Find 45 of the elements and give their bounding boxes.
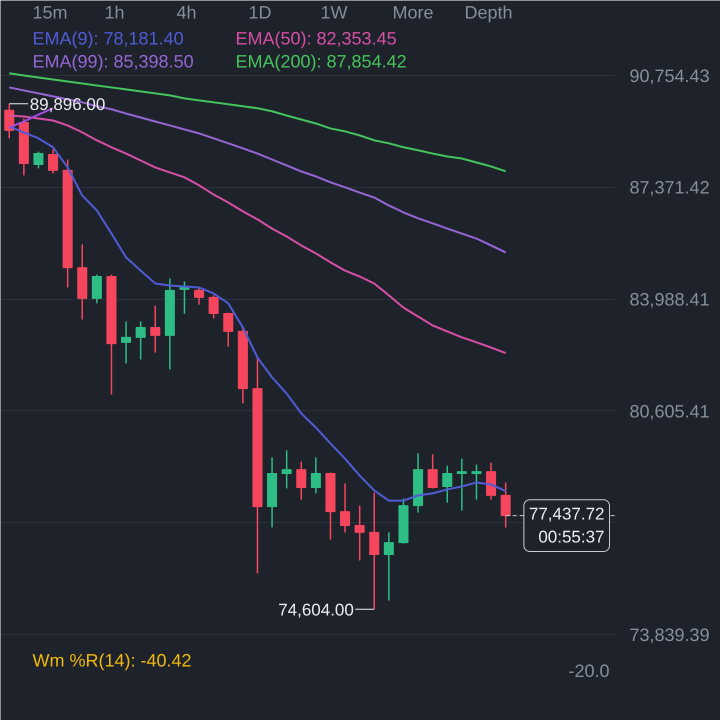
candlestick <box>282 450 292 490</box>
annotation: More <box>392 2 434 22</box>
ref-line-label: 77,437.72 <box>528 504 605 524</box>
text: 00:55:37 <box>538 528 605 547</box>
line-series <box>8 72 507 172</box>
candlestick <box>223 312 234 348</box>
candlestick <box>150 304 160 354</box>
candlestick <box>340 482 350 534</box>
candlestick <box>500 482 511 528</box>
text: -20.0 <box>568 661 610 681</box>
candlestick <box>384 532 394 602</box>
text: EMA(50): 82,353.45 <box>236 28 397 48</box>
candlestick <box>48 148 58 174</box>
series-label: EMA(99): 85,398.50 <box>32 52 194 72</box>
candlestick <box>442 464 452 504</box>
candlestick <box>456 458 467 512</box>
text: EMA(9): 78,181.40 <box>32 28 184 48</box>
y-tick-label: 83,988.41 <box>630 290 710 310</box>
candlestick <box>369 492 380 610</box>
annotation: 74,604.00 <box>278 600 354 620</box>
candlestick <box>486 462 496 500</box>
candlestick <box>354 504 365 562</box>
annotation: Depth <box>464 2 513 22</box>
line-series <box>8 86 507 254</box>
annotation: 1W <box>320 2 348 22</box>
candlestick <box>208 294 219 320</box>
y-tick-label: 87,371.42 <box>630 178 710 198</box>
candlestick <box>310 456 321 494</box>
candlestick <box>428 454 438 490</box>
candlestick <box>296 460 306 500</box>
y-tick-label: 73,839.39 <box>630 625 710 646</box>
series-label: EMA(200): 87,854.42 <box>236 52 407 72</box>
annotation: 15m <box>32 2 68 22</box>
candlestick <box>121 320 132 364</box>
candlestick <box>33 150 44 170</box>
candlestick <box>471 464 482 500</box>
annotation: 4h <box>176 2 197 22</box>
annotation: 1D <box>248 2 272 22</box>
candlestick <box>194 288 204 306</box>
annotation: 1h <box>104 2 125 22</box>
y-tick-label: 80,605.41 <box>630 401 710 422</box>
annotation: Wm %R(14): -40.42 <box>32 650 192 670</box>
candlestick <box>92 274 102 304</box>
y-tick-label: 90,754.43 <box>630 66 710 86</box>
candlestick <box>136 320 146 360</box>
